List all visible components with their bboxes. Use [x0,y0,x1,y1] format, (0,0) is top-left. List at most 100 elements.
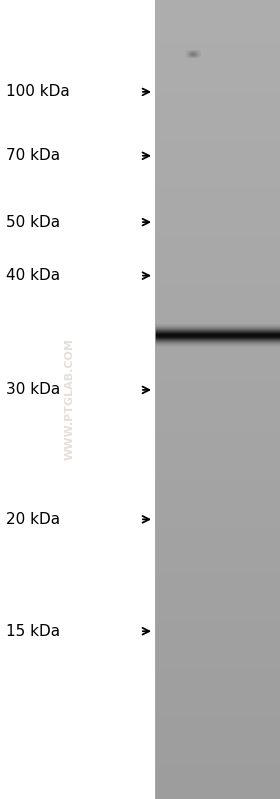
Bar [155,468,280,471]
Bar [155,276,280,280]
Bar [155,535,280,538]
Bar [155,308,280,312]
Bar [155,209,280,213]
Bar [155,7,280,10]
Bar [155,439,280,442]
Bar [155,303,280,306]
Bar [155,401,280,405]
Bar [155,343,280,346]
Bar [155,361,280,365]
Bar [155,519,280,522]
Bar [155,377,280,381]
Bar [155,684,280,687]
Bar [155,165,280,168]
Bar [155,729,280,733]
Bar [155,185,280,189]
Bar [155,181,280,184]
Text: 50 kDa: 50 kDa [6,215,60,229]
Bar [155,217,280,221]
Bar [155,471,280,474]
Bar [155,769,280,773]
Bar [155,503,280,506]
Bar [155,79,280,82]
Bar [155,125,280,128]
Bar [155,69,280,72]
Bar [155,407,280,410]
Text: 30 kDa: 30 kDa [6,383,60,397]
Bar [155,764,280,767]
Bar [155,37,280,40]
Bar [155,31,280,34]
Bar [155,231,280,234]
Bar [155,95,280,98]
Bar [155,105,280,109]
Bar [155,553,280,557]
Bar [155,101,280,104]
Bar [155,417,280,421]
Bar [155,87,280,90]
Bar [155,353,280,357]
Bar [155,297,280,301]
Text: 15 kDa: 15 kDa [6,624,60,638]
Bar [155,660,280,663]
Bar [155,329,280,333]
Bar [155,628,280,631]
Bar [155,233,280,237]
Bar [155,545,280,549]
Bar [155,23,280,26]
Bar [155,359,280,362]
Bar [155,0,280,2]
Bar [155,580,280,583]
Bar [155,133,280,136]
Bar [155,756,280,759]
Bar [155,686,280,690]
Bar [155,604,280,607]
Text: 20 kDa: 20 kDa [6,512,60,527]
Bar [155,237,280,240]
Bar [155,521,280,525]
Bar [155,53,280,56]
Bar [155,313,280,317]
Bar [155,766,280,769]
Bar [155,713,280,717]
Bar [155,399,280,402]
Bar [155,39,280,42]
Bar [155,295,280,298]
Text: WWW.PTGLAB.COM: WWW.PTGLAB.COM [65,339,75,460]
Bar [155,89,280,93]
Bar [155,758,280,761]
Bar [155,319,280,322]
Bar [155,305,280,309]
Bar [155,505,280,509]
Bar [155,716,280,719]
Bar [155,215,280,218]
Bar [155,252,280,256]
Bar [155,137,280,141]
Bar [155,268,280,272]
Bar [155,532,280,535]
Bar [155,732,280,735]
Bar [155,77,280,80]
Bar [155,630,280,634]
Bar [155,622,280,626]
Bar [155,625,280,629]
Bar [155,412,280,415]
Bar [155,585,280,589]
Bar [155,375,280,378]
Bar [155,513,280,517]
Bar [155,85,280,88]
Bar [155,793,280,797]
Bar [155,169,280,173]
Bar [155,404,280,407]
Bar [155,689,280,693]
Bar [155,425,280,429]
Bar [155,788,280,791]
Bar [155,582,280,586]
Bar [155,681,280,685]
Bar [155,213,280,216]
Bar [155,654,280,658]
Bar [155,61,280,64]
Bar [155,97,280,101]
Bar [155,145,280,149]
Bar [155,636,280,639]
